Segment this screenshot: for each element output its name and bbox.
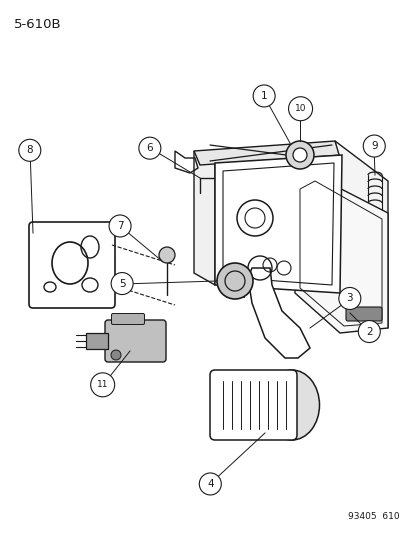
Text: 93405  610: 93405 610 <box>347 512 399 521</box>
Circle shape <box>199 473 221 495</box>
Circle shape <box>338 287 360 310</box>
Text: 11: 11 <box>97 381 108 389</box>
Text: 1: 1 <box>260 91 267 101</box>
Circle shape <box>159 247 175 263</box>
Text: 3: 3 <box>346 294 352 303</box>
Text: 8: 8 <box>26 146 33 155</box>
Circle shape <box>19 139 41 161</box>
Circle shape <box>285 141 313 169</box>
Circle shape <box>288 96 312 121</box>
Text: 9: 9 <box>370 141 377 151</box>
Text: 6: 6 <box>146 143 153 153</box>
Circle shape <box>111 272 133 295</box>
Polygon shape <box>86 333 108 349</box>
FancyBboxPatch shape <box>345 307 381 321</box>
FancyBboxPatch shape <box>209 370 296 440</box>
Text: 5-610B: 5-610B <box>14 18 62 31</box>
Text: 5: 5 <box>119 279 125 288</box>
Text: 10: 10 <box>294 104 306 113</box>
Circle shape <box>362 135 385 157</box>
Ellipse shape <box>264 370 319 440</box>
Circle shape <box>292 148 306 162</box>
FancyBboxPatch shape <box>111 313 144 325</box>
Text: 4: 4 <box>206 479 213 489</box>
Polygon shape <box>194 151 214 285</box>
Circle shape <box>109 215 131 237</box>
Polygon shape <box>214 155 341 293</box>
Polygon shape <box>247 268 309 358</box>
Circle shape <box>252 85 275 107</box>
Polygon shape <box>294 173 387 333</box>
Text: 2: 2 <box>365 327 372 336</box>
Polygon shape <box>334 141 387 328</box>
Circle shape <box>216 263 252 299</box>
Circle shape <box>138 137 161 159</box>
Polygon shape <box>194 141 341 165</box>
Text: 7: 7 <box>116 221 123 231</box>
FancyBboxPatch shape <box>105 320 166 362</box>
Circle shape <box>90 373 114 397</box>
Circle shape <box>357 320 380 343</box>
Circle shape <box>111 350 121 360</box>
